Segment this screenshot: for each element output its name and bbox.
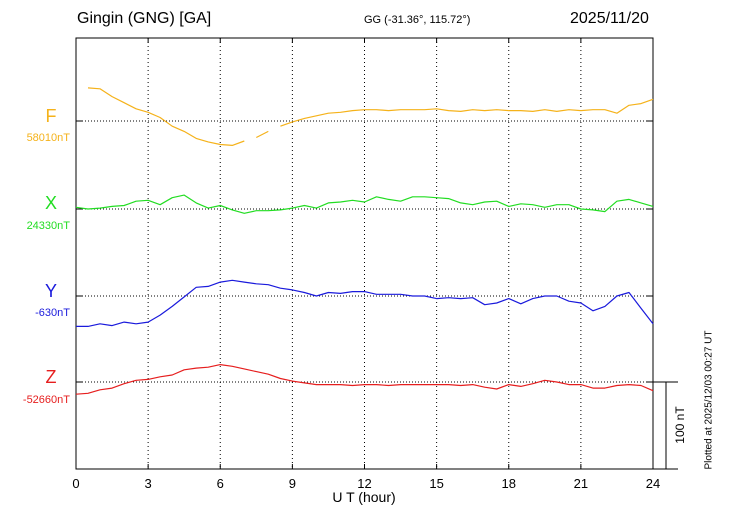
x-tick-label: 18 xyxy=(502,476,516,491)
series-baseline-value: 58010nT xyxy=(27,132,71,144)
series-name-z: Z xyxy=(46,367,57,387)
series-name-x: X xyxy=(45,193,57,213)
trace-x xyxy=(75,194,654,214)
x-tick-label: 3 xyxy=(145,476,152,491)
series-baseline-value: -630nT xyxy=(35,307,70,319)
plotted-timestamp: Plotted at 2025/12/03 00:27 UT xyxy=(703,330,715,470)
x-tick-label: 0 xyxy=(72,476,79,491)
x-tick-label: 21 xyxy=(574,476,588,491)
series-baseline-value: 24330nT xyxy=(27,220,71,232)
series-name-f: F xyxy=(46,106,57,126)
grid-lines xyxy=(147,38,582,469)
trace-y xyxy=(76,279,654,327)
data-traces xyxy=(75,87,654,395)
x-tick-label: 15 xyxy=(429,476,443,491)
scale-bar: 100 nT xyxy=(653,381,687,470)
date-label: 2025/11/20 xyxy=(570,10,649,27)
x-axis-label: U T (hour) xyxy=(332,489,395,505)
station-title: Gingin (GNG) [GA] xyxy=(77,10,212,27)
axis-ticks: 0 3 6 9 12 15 18 21 24 xyxy=(72,38,660,491)
x-tick-label: 24 xyxy=(646,476,660,491)
series-labels: F 58010nT X 24330nT Y -630nT Z -52660nT xyxy=(23,106,70,406)
x-tick-label: 6 xyxy=(217,476,224,491)
scale-bar-label: 100 nT xyxy=(673,406,687,444)
trace-f xyxy=(87,87,654,146)
coordinates-label: GG (-31.36°, 115.72°) xyxy=(364,14,471,26)
x-tick-label: 9 xyxy=(289,476,296,491)
series-baseline-value: -52660nT xyxy=(23,394,70,406)
trace-z xyxy=(75,364,654,395)
x-tick-label: 12 xyxy=(357,476,371,491)
series-name-y: Y xyxy=(45,281,57,301)
